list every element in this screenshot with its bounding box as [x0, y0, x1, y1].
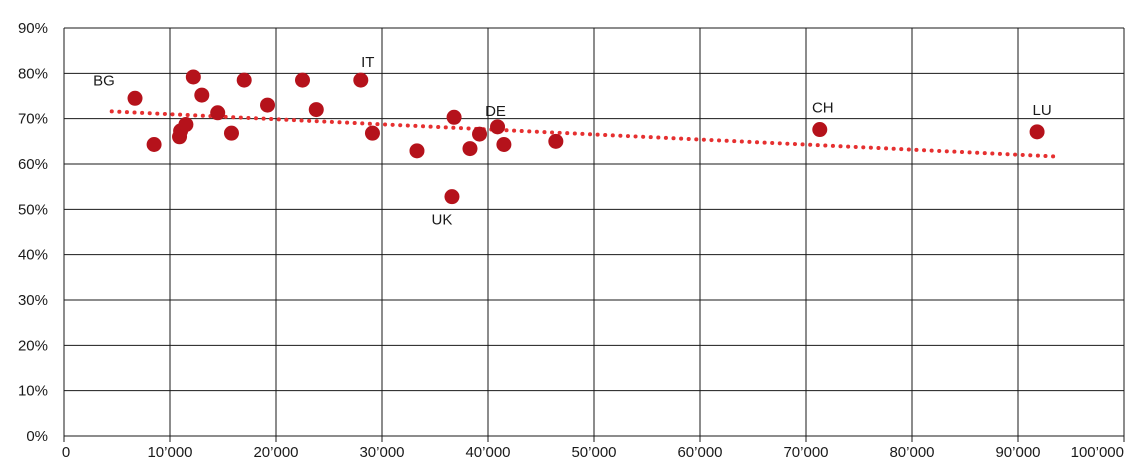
- point-label: CH: [812, 100, 834, 117]
- data-point: [210, 105, 226, 121]
- x-tick-label: 20’000: [253, 444, 298, 461]
- trend-line: [109, 109, 1063, 159]
- point-label: LU: [1032, 102, 1051, 119]
- data-point: [462, 141, 478, 157]
- x-tick-label: 60’000: [677, 444, 722, 461]
- data-point: [444, 189, 460, 205]
- x-tick-label: 70’000: [783, 444, 828, 461]
- y-tick-label: 60%: [18, 156, 48, 173]
- x-tick-label: 30’000: [359, 444, 404, 461]
- data-point: [146, 137, 162, 153]
- point-label: DE: [485, 103, 506, 120]
- data-point: [496, 137, 512, 153]
- data-point: [353, 72, 369, 88]
- x-tick-label: 100’000: [1071, 444, 1124, 461]
- data-point: [185, 69, 201, 85]
- y-tick-label: 30%: [18, 292, 48, 309]
- x-tick-label: 10’000: [147, 444, 192, 461]
- data-point: [472, 126, 488, 142]
- data-point: [236, 72, 252, 88]
- y-tick-label: 50%: [18, 201, 48, 218]
- data-point: [308, 102, 324, 118]
- x-tick-label: 50’000: [571, 444, 616, 461]
- data-point: [548, 133, 564, 149]
- data-point: [194, 87, 210, 103]
- x-tick-label: 0: [62, 444, 70, 461]
- x-tick-label: 40’000: [465, 444, 510, 461]
- point-label: BG: [93, 72, 115, 89]
- x-tick-label: 90’000: [995, 444, 1040, 461]
- data-point: [127, 90, 143, 106]
- point-label: IT: [361, 54, 374, 71]
- point-label: UK: [432, 212, 453, 229]
- data-point: [364, 125, 380, 141]
- data-point: [812, 122, 828, 138]
- grid: [63, 27, 1125, 442]
- trendline: [109, 109, 1063, 159]
- data-point: [490, 119, 506, 135]
- data-point: [223, 125, 239, 141]
- y-tick-label: 70%: [18, 111, 48, 128]
- y-tick-label: 20%: [18, 337, 48, 354]
- data-point: [446, 109, 462, 125]
- x-tick-label: 80’000: [889, 444, 934, 461]
- data-point: [409, 143, 425, 159]
- data-point: [178, 117, 194, 133]
- y-tick-label: 90%: [18, 20, 48, 37]
- y-tick-label: 80%: [18, 65, 48, 82]
- point-labels: BG IT UK DE CH LU: [93, 54, 1051, 229]
- data-point: [260, 97, 276, 113]
- y-tick-label: 10%: [18, 383, 48, 400]
- y-tick-label: 40%: [18, 247, 48, 264]
- data-point: [295, 72, 310, 88]
- y-axis-ticks: 0% 10% 20% 30% 40% 50% 60% 70% 80% 90%: [18, 20, 48, 445]
- data-points: [127, 69, 1045, 205]
- y-tick-label: 0%: [26, 428, 48, 445]
- data-point: [1029, 124, 1045, 140]
- x-axis-ticks: 0 10’000 20’000 30’000 40’000 50’000 60’000 70’…: [62, 444, 1124, 461]
